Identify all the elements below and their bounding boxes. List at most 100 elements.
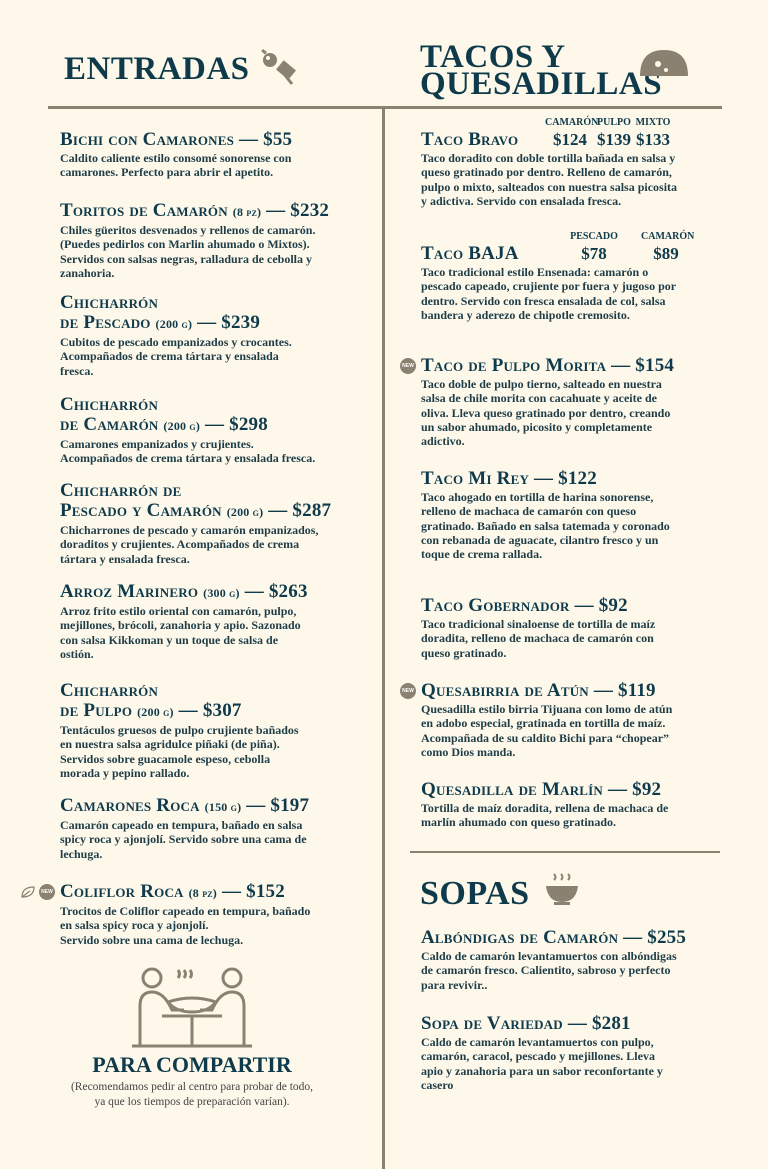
item-price: — $154 <box>611 355 675 376</box>
item-title: Camarones Roca (150 g) — $197 <box>60 796 360 817</box>
item-description: Taco tradicional estilo Ensenada: camaró… <box>421 265 721 322</box>
item-price: — $92 <box>607 779 662 800</box>
para-compartir-title: PARA COMPARTIR <box>92 1052 292 1077</box>
title-line: QUESADILLAS <box>420 66 663 102</box>
item-price: — $287 <box>268 500 332 521</box>
menu-item: Toritos de Camarón (8 pz) — $232 Chiles g… <box>60 201 360 280</box>
item-name: Chicharrón de <box>60 480 182 501</box>
sharing-table-icon <box>132 967 252 1048</box>
menu-item: Taco Bravo Taco doradito con doble tortil… <box>421 117 721 208</box>
description-line: Trocitos de Coliflor capeado en tempura,… <box>60 904 311 918</box>
item-title: Chicharrón de Camarón (200 g) — $298 <box>60 395 360 436</box>
new-badge-icon: NEW <box>39 884 55 900</box>
description-line: ostión. <box>60 646 94 661</box>
item-name-line: Chicharrón <box>60 681 360 701</box>
description-line: bandera y aderezo de chipotle cremosito. <box>421 307 630 322</box>
description-line: Caldito caliente estilo consomé sonorens… <box>60 151 292 165</box>
description-line: casero <box>421 1077 454 1092</box>
section-title-tacos: TACOS Y QUESADILLAS <box>420 41 663 102</box>
description-line: para revivir.. <box>421 977 488 992</box>
item-name: Pescado y Camarón <box>60 500 222 521</box>
item-name-line: Camarones Roca (150 g) — $197 <box>60 796 360 817</box>
option-label: CAMARÓN <box>641 231 695 242</box>
description-line: queso gratinado. <box>421 645 507 660</box>
item-title: Quesadilla de Marlín — $92 <box>421 780 721 800</box>
item-description: Camarón capeado en tempura, bañado en sa… <box>60 818 360 861</box>
description-line: con salsa Kikkoman y un toque de salsa d… <box>60 632 279 647</box>
menu-item: Coliflor Roca (8 pz) — $152 Trocitos de C… <box>21 882 360 947</box>
description-line: mejillones, brócoli, zanahoria y apio. S… <box>60 618 301 633</box>
item-name: Sopa de Variedad <box>421 1013 563 1034</box>
menu-item: Albóndigas de Camarón — $255 Caldo de cam… <box>421 928 721 992</box>
item-name-line: de Pulpo (200 g) — $307 <box>60 701 360 722</box>
item-name-line: Chicharrón de <box>60 481 360 501</box>
description-line: y adictiva. Servido con ensalada fresca. <box>421 193 622 208</box>
item-name: Quesadilla de Marlín <box>421 779 604 800</box>
description-line: Arroz frito estilo oriental con camarón,… <box>60 604 297 618</box>
description-line: Servidos sobre guacamole espeso, cebolla <box>60 751 271 766</box>
item-name: Toritos de Camarón <box>60 200 228 221</box>
item-name-line: Toritos de Camarón (8 pz) — $232 <box>60 201 360 222</box>
item-name-line: Pescado y Camarón (200 g) — $287 <box>60 501 360 522</box>
item-name-line: Sopa de Variedad — $281 <box>421 1014 721 1034</box>
option-price: $89 <box>653 244 679 263</box>
description-line: Cubitos de pescado empanizados y crocant… <box>60 335 292 349</box>
item-name: Chicharrón <box>60 680 159 701</box>
option-label: PULPO <box>597 117 631 128</box>
description-line: Taco tradicional sinaloense de tortilla … <box>421 617 656 631</box>
item-description: Tortilla de maíz doradita, rellena de ma… <box>421 801 721 830</box>
item-title: Arroz Marinero (300 g) — $263 <box>60 582 360 603</box>
item-title: Bichi con Camarones — $55 <box>60 130 360 150</box>
description-line: en adobo especial, gratinada en tortilla… <box>421 716 666 731</box>
description-line: un sabor ahumado, picosito y completamen… <box>421 419 653 434</box>
option-label: PESCADO <box>570 231 618 242</box>
item-description: Taco ahogado en tortilla de harina sonor… <box>421 490 721 561</box>
description-line: Servidos con salsas negras, ralladura de… <box>60 251 313 266</box>
item-name-line: Taco Gobernador — $92 <box>421 596 721 616</box>
item-portion: (150 g) <box>204 800 242 814</box>
item-title: Taco Gobernador — $92 <box>421 596 721 616</box>
menu-item: Chicharrón de Pulpo (200 g) — $307 Tentácu… <box>60 681 360 780</box>
description-line: Acompañados de crema tártara y ensalada <box>60 349 279 364</box>
description-line: Taco doradito con doble tortilla bañada … <box>421 151 676 165</box>
item-price: — $239 <box>197 312 261 333</box>
item-title: Quesabirria de Atún — $119 <box>421 681 721 701</box>
skewer-icon <box>261 48 296 85</box>
item-name: Taco Bravo <box>421 129 519 150</box>
item-name-line: Arroz Marinero (300 g) — $263 <box>60 582 360 603</box>
description-line: relleno de machaca de camarón con queso <box>421 504 637 519</box>
note-line: (Recomendamos pedir al centro para proba… <box>70 1081 314 1093</box>
description-line: camarones. Perfecto para abrir el apetit… <box>60 165 274 180</box>
para-compartir-note: (Recomendamos pedir al centro para proba… <box>40 1080 344 1110</box>
item-description: Camarones empanizados y crujientes. Acomp… <box>60 437 360 466</box>
item-name: Albóndigas de Camarón <box>421 927 619 948</box>
description-line: doraditos y crujientes. Acompañados de c… <box>60 537 300 552</box>
description-line: Tentáculos gruesos de pulpo crujiente ba… <box>60 723 299 737</box>
item-name-line: Taco Mi Rey — $122 <box>421 469 721 489</box>
item-price: — $122 <box>534 468 597 489</box>
menu-item: Quesadilla de Marlín — $92 Tortilla de ma… <box>421 780 721 830</box>
description-line: morada y pepino rallado. <box>60 765 190 780</box>
item-title: Chicharrón de Pulpo (200 g) — $307 <box>60 681 360 722</box>
description-line: doradita, relleno de machaca de camarón … <box>421 631 654 646</box>
description-line: Caldo de camarón levantamuertos con albó… <box>421 949 677 963</box>
menu-item: Sopa de Variedad — $281 Caldo de camarón … <box>421 1014 721 1092</box>
item-title: Sopa de Variedad — $281 <box>421 1014 721 1034</box>
item-title: Taco BAJA <box>421 244 721 264</box>
description-line: Chiles güeritos desvenados y rellenos de… <box>60 223 316 237</box>
menu-item: Taco Gobernador — $92 Taco tradicional si… <box>421 596 721 660</box>
item-price: — $92 <box>574 595 628 616</box>
item-name: Taco de Pulpo Morita <box>421 355 607 376</box>
item-description: Chiles güeritos desvenados y rellenos de… <box>60 223 360 280</box>
menu-item: Taco BAJA Taco tradicional estilo Ensenad… <box>421 231 721 322</box>
item-name-line: de Pescado (200 g) — $239 <box>60 313 360 334</box>
item-description: Arroz frito estilo oriental con camarón,… <box>60 604 360 661</box>
item-description: Caldito caliente estilo consomé sonorens… <box>60 151 360 180</box>
option-price: $133 <box>636 130 670 149</box>
item-title: Albóndigas de Camarón — $255 <box>421 928 721 948</box>
option-price: $124 <box>553 130 587 149</box>
item-name: Arroz Marinero <box>60 581 199 602</box>
item-portion: (8 pz) <box>232 205 262 219</box>
item-name: de Pulpo <box>60 700 133 721</box>
description-line: queso gratinado por dentro. Relleno de c… <box>421 165 672 180</box>
